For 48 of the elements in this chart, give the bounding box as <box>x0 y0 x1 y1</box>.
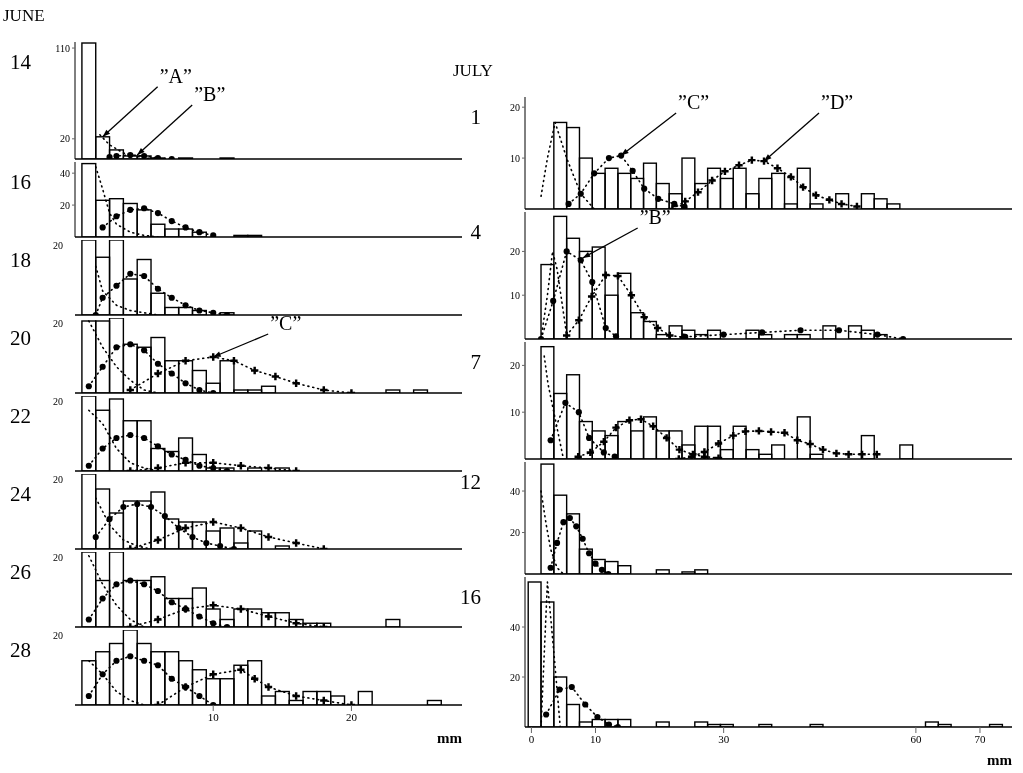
y-tick-label: 20 <box>510 101 520 113</box>
y-tick-label: 10 <box>510 406 520 418</box>
y-tick-label: 110 <box>55 42 70 54</box>
annotation: ”B” <box>194 82 226 105</box>
y-tick-label: 40 <box>510 485 520 497</box>
y-tick-label: 20 <box>510 359 520 371</box>
chart-title: 7 <box>469 350 481 375</box>
annotation: ”B” <box>639 206 671 228</box>
chart-title: 24 <box>9 482 31 507</box>
text: 20 <box>53 552 63 563</box>
x-tick-label: 70 <box>974 732 986 745</box>
x-tick-label: 60 <box>910 732 922 745</box>
x-tick-label: 10 <box>589 732 602 745</box>
y-tick-label: 20 <box>60 199 70 211</box>
chart-title: 18 <box>9 248 31 273</box>
text: 20 <box>53 396 63 407</box>
annotation: ”C” <box>678 91 710 113</box>
chart-title: 12 <box>459 470 481 495</box>
x-tick-label: 30 <box>718 732 730 745</box>
chart-title: 14 <box>9 50 31 75</box>
y-tick-label: 10 <box>510 289 520 301</box>
chart-title: 16 <box>459 585 481 610</box>
x-axis-title: mm <box>437 730 463 746</box>
y-tick-label: 20 <box>510 527 520 539</box>
chart-title: 22 <box>9 404 31 429</box>
y-tick-label: 20 <box>60 133 70 145</box>
text: 20 <box>53 240 63 251</box>
chart-title: 28 <box>9 638 31 663</box>
chart-title: 20 <box>53 318 63 329</box>
chart-title: 26 <box>9 560 31 585</box>
y-tick-label: 10 <box>510 152 520 164</box>
text: 20 <box>53 630 63 641</box>
y-tick-label: 20 <box>510 245 520 257</box>
annotation: ”D” <box>821 91 854 113</box>
annotation: ”A” <box>159 64 192 87</box>
x-axis-title: mm <box>987 752 1013 768</box>
y-tick-label: 20 <box>510 671 520 683</box>
annotation: ”C” <box>270 312 302 334</box>
x-tick-label: 0 <box>528 732 535 745</box>
text: 20 <box>9 326 31 351</box>
y-tick-label: 40 <box>60 167 70 179</box>
chart-title: 16 <box>9 170 31 195</box>
annotation: JULY <box>453 61 493 81</box>
chart-title: 4 <box>469 220 481 245</box>
y-tick-label: 40 <box>510 621 520 633</box>
chart-title: 1 <box>469 105 481 130</box>
text: 20 <box>53 474 63 485</box>
text: JUNE <box>3 6 45 26</box>
